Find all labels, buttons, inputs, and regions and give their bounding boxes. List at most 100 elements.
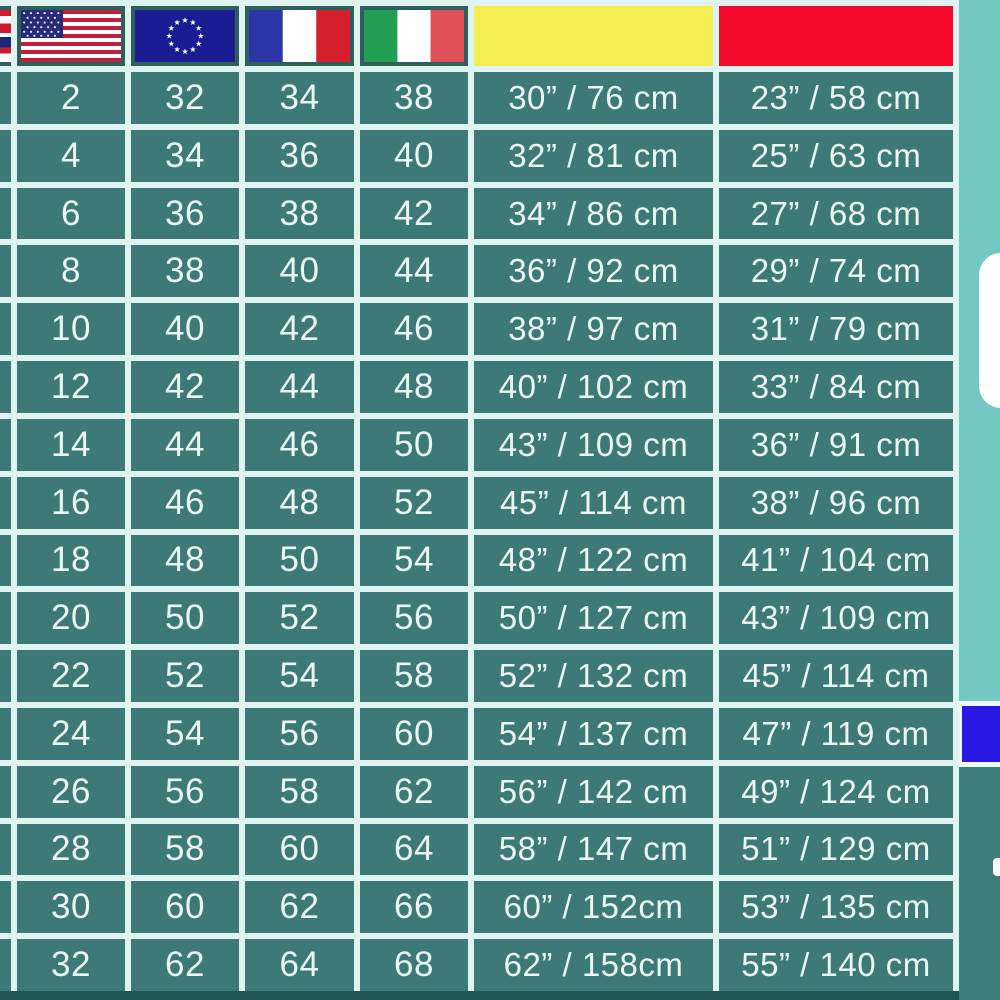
size-chart-table: 2 32 34 38 30” / 76 cm 23” / 58 cm 4 34 … xyxy=(0,0,959,991)
cell-us: 14 xyxy=(17,418,125,471)
cell-fr: 48 xyxy=(245,476,354,529)
cell-us: 18 xyxy=(17,534,125,587)
cell-it: 50 xyxy=(360,418,468,471)
cell-measure_yellow: 48” / 122 cm xyxy=(474,534,713,587)
cell-fr: 46 xyxy=(245,418,354,471)
cell-measure_red: 29” / 74 cm xyxy=(719,245,953,298)
header-cell-red xyxy=(719,6,953,66)
cell-us: 26 xyxy=(17,765,125,818)
row-edge-cell xyxy=(0,765,11,818)
cell-it: 40 xyxy=(360,129,468,182)
cell-it: 62 xyxy=(360,765,468,818)
cell-fr: 52 xyxy=(245,592,354,645)
cell-eu: 36 xyxy=(131,187,239,240)
row-edge-cell xyxy=(0,72,11,124)
italy-flag-icon xyxy=(364,10,464,62)
cell-measure_yellow: 30” / 76 cm xyxy=(474,72,713,124)
cell-fr: 42 xyxy=(245,303,354,356)
header-cell-italy xyxy=(360,6,468,66)
cell-measure_yellow: 54” / 137 cm xyxy=(474,707,713,760)
cell-us: 16 xyxy=(17,476,125,529)
cell-measure_yellow: 40” / 102 cm xyxy=(474,361,713,413)
right-side-panel xyxy=(959,0,1000,1000)
cell-eu: 34 xyxy=(131,129,239,182)
row-edge-cell xyxy=(0,303,11,356)
row-edge-cell xyxy=(0,534,11,587)
header-cell-france xyxy=(245,6,354,66)
header-cell-us xyxy=(17,6,125,66)
cell-fr: 36 xyxy=(245,129,354,182)
cell-measure_red: 47” / 119 cm xyxy=(719,707,953,760)
cell-us: 6 xyxy=(17,187,125,240)
cell-measure_red: 23” / 58 cm xyxy=(719,72,953,124)
cell-fr: 58 xyxy=(245,765,354,818)
header-cell-eu xyxy=(131,6,239,66)
cell-eu: 54 xyxy=(131,707,239,760)
cell-us: 10 xyxy=(17,303,125,356)
cell-eu: 40 xyxy=(131,303,239,356)
cell-eu: 48 xyxy=(131,534,239,587)
cell-eu: 52 xyxy=(131,650,239,702)
cell-fr: 60 xyxy=(245,823,354,876)
uk-flag-fragment-icon xyxy=(0,10,11,62)
cell-eu: 58 xyxy=(131,823,239,876)
us-flag-icon xyxy=(21,10,121,62)
row-edge-cell xyxy=(0,707,11,760)
cell-measure_yellow: 34” / 86 cm xyxy=(474,187,713,240)
yellow-header-swatch xyxy=(474,6,713,66)
cell-measure_yellow: 38” / 97 cm xyxy=(474,303,713,356)
cell-eu: 44 xyxy=(131,418,239,471)
cell-us: 2 xyxy=(17,72,125,124)
cell-it: 46 xyxy=(360,303,468,356)
cell-measure_yellow: 56” / 142 cm xyxy=(474,765,713,818)
cell-fr: 64 xyxy=(245,939,354,991)
row-edge-cell xyxy=(0,245,11,298)
cell-measure_red: 45” / 114 cm xyxy=(719,650,953,702)
cell-measure_red: 27” / 68 cm xyxy=(719,187,953,240)
bottom-band xyxy=(0,991,959,1000)
cell-eu: 42 xyxy=(131,361,239,413)
cell-fr: 50 xyxy=(245,534,354,587)
cell-measure_red: 33” / 84 cm xyxy=(719,361,953,413)
cell-measure_red: 55” / 140 cm xyxy=(719,939,953,991)
cell-it: 58 xyxy=(360,650,468,702)
cell-it: 66 xyxy=(360,881,468,934)
row-edge-cell xyxy=(0,361,11,413)
cell-measure_red: 25” / 63 cm xyxy=(719,129,953,182)
cell-measure_yellow: 45” / 114 cm xyxy=(474,476,713,529)
row-edge-cell xyxy=(0,476,11,529)
cell-it: 48 xyxy=(360,361,468,413)
red-header-swatch xyxy=(719,6,953,66)
cell-us: 4 xyxy=(17,129,125,182)
cell-measure_yellow: 52” / 132 cm xyxy=(474,650,713,702)
cell-eu: 32 xyxy=(131,72,239,124)
cell-eu: 50 xyxy=(131,592,239,645)
row-edge-cell xyxy=(0,939,11,991)
cell-us: 28 xyxy=(17,823,125,876)
cell-it: 60 xyxy=(360,707,468,760)
cell-measure_yellow: 36” / 92 cm xyxy=(474,245,713,298)
blue-marker xyxy=(962,706,1000,762)
cell-fr: 54 xyxy=(245,650,354,702)
cell-measure_red: 31” / 79 cm xyxy=(719,303,953,356)
cell-fr: 62 xyxy=(245,881,354,934)
cell-measure_yellow: 62” / 158cm xyxy=(474,939,713,991)
cell-eu: 46 xyxy=(131,476,239,529)
cell-measure_yellow: 32” / 81 cm xyxy=(474,129,713,182)
cell-eu: 60 xyxy=(131,881,239,934)
cell-measure_red: 41” / 104 cm xyxy=(719,534,953,587)
cell-us: 24 xyxy=(17,707,125,760)
cell-measure_yellow: 50” / 127 cm xyxy=(474,592,713,645)
header-cell-uk xyxy=(0,6,11,66)
cell-measure_red: 49” / 124 cm xyxy=(719,765,953,818)
cell-measure_red: 38” / 96 cm xyxy=(719,476,953,529)
cell-it: 52 xyxy=(360,476,468,529)
row-edge-cell xyxy=(0,881,11,934)
illustration-fragment xyxy=(979,253,1000,408)
france-flag-icon xyxy=(249,10,350,62)
cell-fr: 40 xyxy=(245,245,354,298)
cell-eu: 62 xyxy=(131,939,239,991)
cell-us: 22 xyxy=(17,650,125,702)
cell-measure_yellow: 60” / 152cm xyxy=(474,881,713,934)
